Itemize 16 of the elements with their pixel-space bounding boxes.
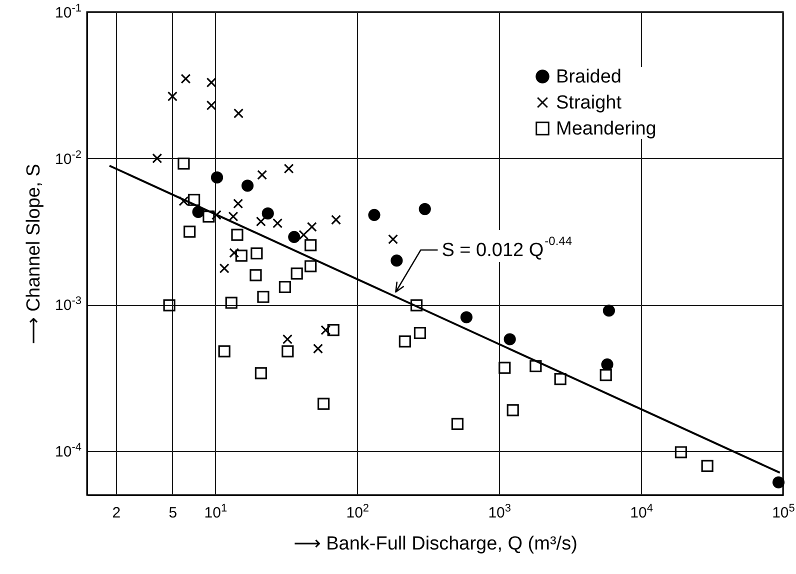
y-tick-label: 10$^{-3}$ <box>55 295 82 314</box>
legend-label: Straight <box>556 92 622 114</box>
x-tick-label: 10$^{5}$ <box>772 502 795 522</box>
x-axis-title: ⟶ Bank-Full Discharge, Q (m³/s) <box>294 534 578 554</box>
x-tick-label: 10$^{4}$ <box>630 502 653 522</box>
x-tick-label: 10$^{2}$ <box>346 502 370 522</box>
y-tick-label: 10$^{-2}$ <box>55 148 82 168</box>
x-tick-label: 5 <box>168 504 178 522</box>
legend-label: Meandering <box>556 118 656 140</box>
y-tick-label: 10$^{-1}$ <box>55 2 82 22</box>
y-axis-title: ⟶ Channel Slope, S <box>23 164 44 344</box>
x-tick-label: 2 <box>112 504 121 522</box>
legend-label: Braided <box>556 66 622 88</box>
x-tick-label: 10$^{3}$ <box>488 502 512 522</box>
y-tick-label: 10$^{-4}$ <box>55 441 82 460</box>
x-tick-label: 10$^{1}$ <box>204 502 228 522</box>
